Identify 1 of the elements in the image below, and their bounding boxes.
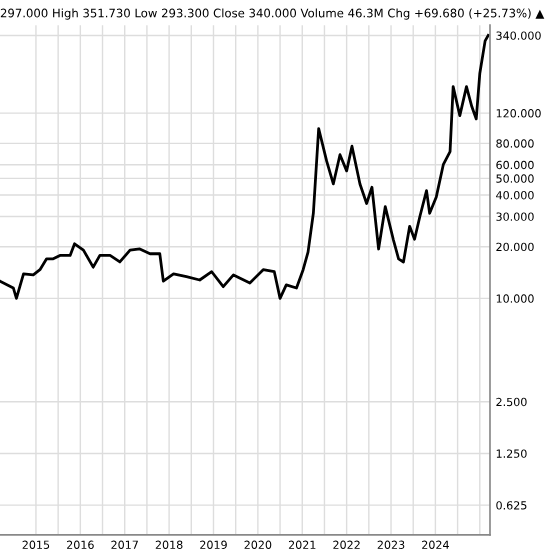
- line-series: [0, 34, 490, 300]
